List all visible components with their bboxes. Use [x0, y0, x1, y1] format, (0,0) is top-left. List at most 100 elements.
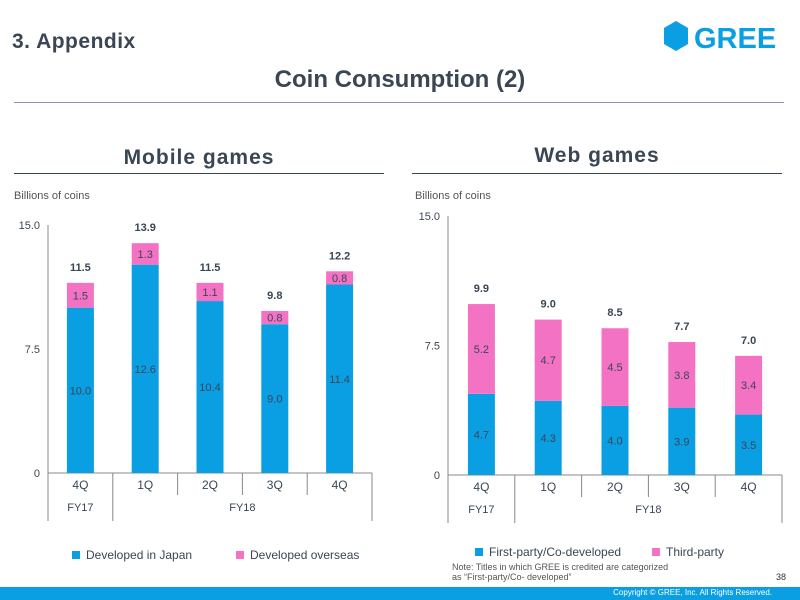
mobile-bar-series-2	[326, 271, 354, 285]
legend-third-party-swatch	[652, 548, 660, 556]
mobile-bar-value-label: 0.8	[332, 273, 347, 285]
footnote-line-1: Note: Titles in which GREE is credited a…	[452, 562, 669, 572]
footer-bar	[0, 587, 800, 600]
web-bar-series-1	[467, 393, 495, 475]
web-bar-series-2	[467, 304, 495, 394]
mobile-y-tick-label: 15.0	[19, 220, 40, 232]
web-category-label: 4Q	[741, 480, 757, 494]
web-bar-series-2	[534, 319, 562, 401]
legend-japan-label: Developed in Japan	[86, 548, 193, 562]
page-number: 38	[776, 572, 787, 582]
mobile-bar-series-2	[261, 310, 289, 325]
web-bar-series-2	[668, 342, 696, 408]
legend-overseas: Developed overseas	[236, 548, 359, 562]
mobile-bar-value-label: 1.3	[138, 249, 153, 261]
copyright: Copyright © GREE, Inc. All Rights Reserv…	[613, 588, 772, 597]
web-bar-total-label: 8.5	[607, 307, 622, 319]
web-group-label: FY18	[635, 504, 661, 516]
web-bar-value-label: 4.7	[474, 429, 489, 441]
web-chart-title-rule	[412, 173, 782, 174]
mobile-bar-series-2	[196, 282, 224, 302]
mobile-category-label: 2Q	[202, 478, 218, 492]
mobile-bar-total-label: 9.8	[267, 290, 282, 302]
web-category-label: 2Q	[607, 480, 623, 494]
legend-japan-swatch	[72, 551, 80, 559]
mobile-bar-series-1	[261, 324, 289, 473]
web-bar-series-1	[668, 407, 696, 475]
web-bar-series-2	[601, 328, 629, 406]
web-bar-value-label: 5.2	[474, 344, 489, 356]
mobile-bar-value-label: 10.0	[70, 385, 91, 397]
mobile-category-label: 4Q	[332, 478, 348, 492]
web-bar-value-label: 3.4	[741, 380, 756, 392]
legend-overseas-label: Developed overseas	[250, 548, 360, 562]
footnote-line-2: as “First-party/Co- developed”	[452, 572, 572, 582]
mobile-bar-total-label: 12.2	[329, 250, 350, 262]
mobile-bar-value-label: 9.0	[267, 394, 282, 406]
logo-text: GREE	[694, 23, 776, 54]
mobile-unit-label: Billions of coins	[14, 190, 90, 202]
web-category-label: 4Q	[473, 480, 489, 494]
mobile-y-tick-label: 7.5	[25, 344, 40, 356]
web-bar-value-label: 4.7	[541, 355, 556, 367]
web-bar-value-label: 4.3	[541, 433, 556, 445]
legend-first-party: First-party/Co-developed	[475, 545, 621, 559]
web-games-chart: 0 7.5 15.0 4Q 1Q 2Q 3Q 4Q FY17 FY18 4.7 5.2 9.9 4.3 4.…	[419, 211, 783, 523]
mobile-bar-total-label: 11.5	[70, 262, 91, 274]
legend-third-party-label: Third-party	[666, 545, 725, 559]
mobile-games-chart: 0 7.5 15.0 4Q 1Q 2Q 3Q 4Q FY17 FY18 10.0 1.5 11.5 12.…	[19, 220, 373, 521]
legend-third-party: Third-party	[652, 545, 724, 559]
web-category-label: 3Q	[674, 480, 690, 494]
web-category-label: 1Q	[540, 480, 556, 494]
section-title: 3. Appendix	[12, 30, 136, 53]
mobile-bar-total-label: 13.9	[134, 222, 155, 234]
web-bar-total-label: 9.9	[474, 283, 489, 295]
legend-first-party-swatch	[475, 548, 483, 556]
mobile-chart-title-rule	[14, 173, 384, 174]
mobile-category-label: 4Q	[72, 478, 88, 492]
web-bar-value-label: 4.0	[607, 435, 622, 447]
mobile-bar-value-label: 11.4	[329, 374, 350, 386]
web-bar-value-label: 4.5	[607, 362, 622, 374]
mobile-category-label: 3Q	[267, 478, 283, 492]
mobile-bar-total-label: 11.5	[200, 262, 221, 274]
web-group-label: FY17	[468, 504, 494, 516]
mobile-bar-value-label: 12.6	[134, 364, 155, 376]
web-bar-value-label: 3.9	[674, 436, 689, 448]
mobile-bar-series-2	[131, 243, 159, 265]
web-y-tick-label: 7.5	[425, 341, 440, 353]
web-bar-series-1	[735, 414, 763, 475]
mobile-bar-series-2	[66, 282, 94, 308]
mobile-bar-series-1	[326, 284, 354, 473]
page-title: Coin Consumption (2)	[274, 66, 526, 93]
web-bar-total-label: 7.0	[741, 335, 756, 347]
web-bar-series-1	[534, 400, 562, 475]
mobile-chart-title: Mobile games	[123, 146, 275, 169]
mobile-bar-value-label: 10.4	[199, 382, 220, 394]
mobile-group-label: FY18	[229, 502, 255, 514]
mobile-bar-value-label: 1.5	[73, 290, 88, 302]
web-bar-series-1	[601, 405, 629, 475]
title-divider	[14, 102, 784, 103]
web-y-tick-label: 0	[434, 470, 440, 482]
web-bar-total-label: 7.7	[674, 321, 689, 333]
mobile-bar-series-1	[66, 307, 94, 473]
web-chart-title: Web games	[534, 144, 660, 167]
mobile-bar-value-label: 1.1	[202, 287, 217, 299]
mobile-bar-value-label: 0.8	[267, 313, 282, 325]
web-bar-total-label: 9.0	[541, 299, 556, 311]
web-bar-series-2	[735, 355, 763, 415]
footnote: Note: Titles in which GREE is credited a…	[452, 562, 668, 582]
web-unit-label: Billions of coins	[415, 190, 491, 202]
web-bar-value-label: 3.8	[674, 370, 689, 382]
legend-japan: Developed in Japan	[72, 548, 192, 562]
mobile-group-label: FY17	[67, 502, 93, 514]
web-bar-value-label: 3.5	[741, 440, 756, 452]
mobile-y-tick-label: 0	[34, 468, 40, 480]
mobile-bar-series-1	[196, 301, 224, 473]
legend-first-party-label: First-party/Co-developed	[489, 545, 622, 559]
hexagon-icon	[664, 21, 688, 51]
gree-logo: GREE	[664, 21, 776, 54]
mobile-bar-series-1	[131, 264, 159, 473]
web-y-tick-label: 15.0	[419, 211, 440, 223]
